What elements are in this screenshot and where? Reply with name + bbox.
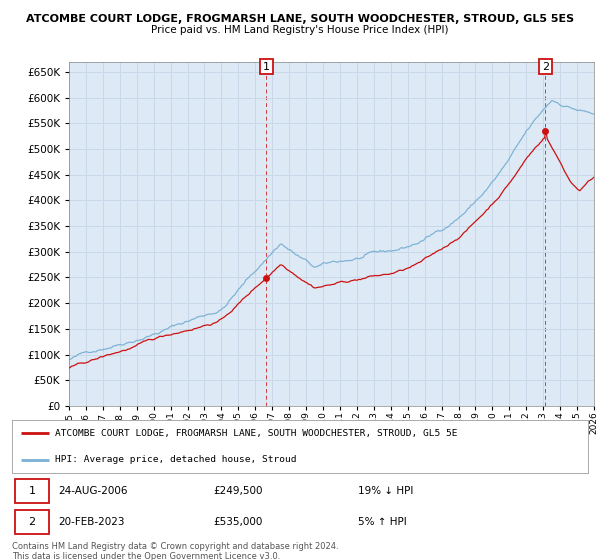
Text: HPI: Average price, detached house, Stroud: HPI: Average price, detached house, Stro… [55, 455, 296, 464]
Text: Price paid vs. HM Land Registry's House Price Index (HPI): Price paid vs. HM Land Registry's House … [151, 25, 449, 35]
Text: £249,500: £249,500 [214, 487, 263, 496]
Text: 5% ↑ HPI: 5% ↑ HPI [358, 517, 406, 527]
Text: ATCOMBE COURT LODGE, FROGMARSH LANE, SOUTH WOODCHESTER, STROUD, GL5 5E: ATCOMBE COURT LODGE, FROGMARSH LANE, SOU… [55, 429, 458, 438]
Text: 19% ↓ HPI: 19% ↓ HPI [358, 487, 413, 496]
Text: 1: 1 [29, 487, 35, 496]
Text: Contains HM Land Registry data © Crown copyright and database right 2024.
This d: Contains HM Land Registry data © Crown c… [12, 542, 338, 560]
Text: £535,000: £535,000 [214, 517, 263, 527]
FancyBboxPatch shape [15, 479, 49, 503]
Text: 1: 1 [263, 62, 270, 72]
Text: 2: 2 [542, 62, 549, 72]
FancyBboxPatch shape [15, 510, 49, 534]
Text: 24-AUG-2006: 24-AUG-2006 [58, 487, 128, 496]
Text: ATCOMBE COURT LODGE, FROGMARSH LANE, SOUTH WOODCHESTER, STROUD, GL5 5ES: ATCOMBE COURT LODGE, FROGMARSH LANE, SOU… [26, 14, 574, 24]
Text: 2: 2 [29, 517, 36, 527]
Text: 20-FEB-2023: 20-FEB-2023 [58, 517, 125, 527]
